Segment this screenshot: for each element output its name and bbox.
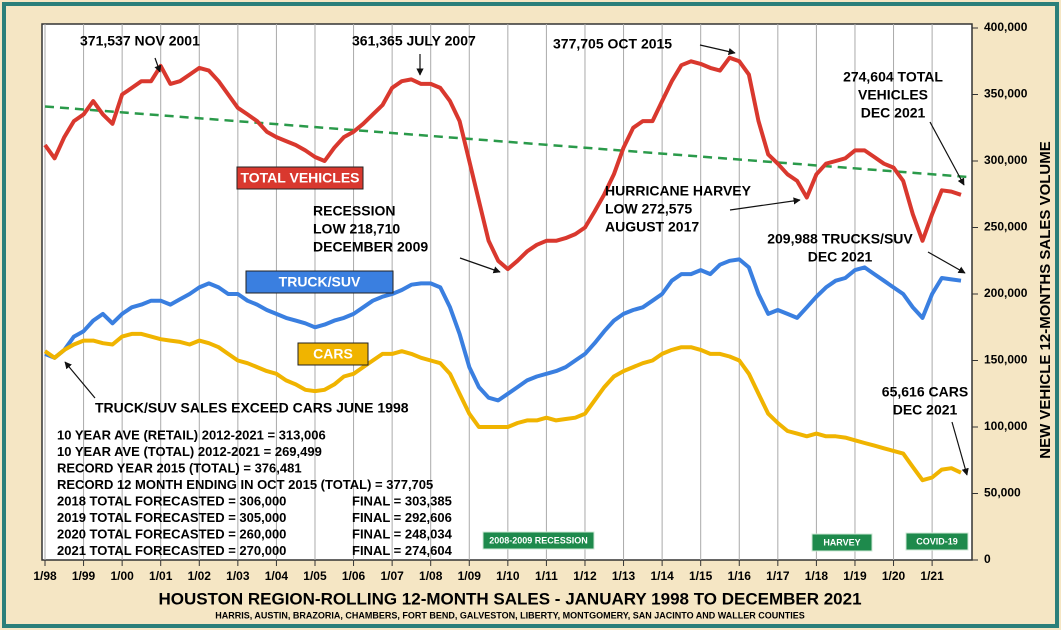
annotation: TRUCK/SUV SALES EXCEED CARS JUNE 1998 bbox=[95, 400, 409, 416]
x-tick-label: 1/16 bbox=[728, 569, 752, 583]
x-tick-label: 1/19 bbox=[843, 569, 867, 583]
legend-label: TRUCK/SUV bbox=[279, 274, 361, 290]
x-tick-label: 1/08 bbox=[419, 569, 443, 583]
event-label: COVID-19 bbox=[916, 536, 958, 546]
x-tick-label: 1/20 bbox=[882, 569, 906, 583]
annotation: 65,616 CARS bbox=[882, 384, 968, 400]
y-tick-label: 150,000 bbox=[984, 353, 1028, 367]
y-tick-label: 100,000 bbox=[984, 419, 1028, 433]
chart-subtitle: HARRIS, AUSTIN, BRAZORIA, CHAMBERS, FORT… bbox=[215, 610, 805, 620]
event-badge bbox=[905, 532, 969, 551]
annotation: 209,988 TRUCKS/SUV bbox=[767, 231, 913, 247]
note: 10 YEAR AVE (RETAIL) 2012-2021 = 313,006 bbox=[57, 427, 326, 442]
plot-area bbox=[41, 23, 973, 561]
x-tick-label: 1/18 bbox=[805, 569, 829, 583]
annotation: AUGUST 2017 bbox=[605, 219, 699, 235]
x-tick-label: 1/06 bbox=[342, 569, 366, 583]
y-axis-label: NEW VEHICLE 12-MONTHS SALES VOLUME bbox=[1037, 141, 1054, 459]
x-tick-label: 1/00 bbox=[110, 569, 134, 583]
x-tick-label: 1/05 bbox=[303, 569, 327, 583]
x-tick-label: 1/02 bbox=[188, 569, 212, 583]
annotation-arrow bbox=[929, 121, 965, 186]
x-tick-label: 1/12 bbox=[573, 569, 597, 583]
annotation-arrow bbox=[951, 421, 969, 476]
x-tick-label: 1/15 bbox=[689, 569, 713, 583]
x-tick-label: 1/98 bbox=[33, 569, 57, 583]
annotation: HURRICANE HARVEY bbox=[605, 183, 752, 199]
forecast-final: FINAL = 248,034 bbox=[352, 526, 453, 541]
forecast-final: FINAL = 292,606 bbox=[352, 510, 452, 525]
forecast: 2020 TOTAL FORECASTED = 260,000 bbox=[57, 526, 286, 541]
note: RECORD 12 MONTH ENDING IN OCT 2015 (TOTA… bbox=[57, 477, 433, 492]
x-tick-label: 1/99 bbox=[72, 569, 96, 583]
forecast-final: FINAL = 303,385 bbox=[352, 493, 452, 508]
y-tick-label: 200,000 bbox=[984, 286, 1028, 300]
annotation: DECEMBER 2009 bbox=[313, 239, 428, 255]
legend-label: TOTAL VEHICLES bbox=[240, 170, 359, 186]
annotation: LOW 218,710 bbox=[313, 221, 400, 237]
y-tick-label: 400,000 bbox=[984, 20, 1028, 34]
annotation: VEHICLES bbox=[858, 87, 928, 103]
x-tick-label: 1/01 bbox=[149, 569, 173, 583]
x-tick-label: 1/17 bbox=[766, 569, 790, 583]
annotation: 274,604 TOTAL bbox=[843, 69, 943, 85]
x-tick-label: 1/11 bbox=[535, 569, 558, 583]
forecast: 2018 TOTAL FORECASTED = 306,000 bbox=[57, 493, 286, 508]
legend-box bbox=[245, 270, 394, 294]
annotation: LOW 272,575 bbox=[605, 201, 692, 217]
forecast: 2021 TOTAL FORECASTED = 270,000 bbox=[57, 543, 286, 558]
event-label: HARVEY bbox=[823, 537, 860, 547]
y-tick-label: 250,000 bbox=[984, 220, 1028, 234]
x-tick-label: 1/09 bbox=[458, 569, 482, 583]
annotation-arrow bbox=[459, 257, 501, 274]
note: 10 YEAR AVE (TOTAL) 2012-2021 = 269,499 bbox=[57, 444, 322, 459]
x-tick-label: 1/21 bbox=[920, 569, 944, 583]
annotation: 377,705 OCT 2015 bbox=[553, 36, 672, 52]
series-line bbox=[43, 331, 962, 483]
y-tick-label: 350,000 bbox=[984, 87, 1028, 101]
annotation-arrow bbox=[699, 44, 736, 56]
event-label: 2008-2009 RECESSION bbox=[489, 535, 588, 545]
series-line bbox=[43, 55, 962, 272]
annotation: 371,537 NOV 2001 bbox=[80, 33, 200, 49]
event-badge bbox=[482, 531, 595, 550]
legend-box bbox=[236, 166, 364, 190]
x-tick-label: 1/14 bbox=[650, 569, 674, 583]
trend-line bbox=[44, 105, 968, 179]
annotation-arrow bbox=[729, 197, 801, 211]
annotation: RECESSION bbox=[313, 203, 395, 219]
y-tick-label: 300,000 bbox=[984, 153, 1028, 167]
forecast: 2019 TOTAL FORECASTED = 305,000 bbox=[57, 510, 286, 525]
y-tick-label: 50,000 bbox=[984, 486, 1021, 500]
x-tick-label: 1/03 bbox=[226, 569, 250, 583]
annotation: DEC 2021 bbox=[808, 249, 873, 265]
event-badge bbox=[811, 533, 873, 552]
annotation: 361,365 JULY 2007 bbox=[352, 33, 476, 49]
x-tick-label: 1/13 bbox=[612, 569, 636, 583]
x-tick-label: 1/07 bbox=[380, 569, 404, 583]
annotation-arrow bbox=[154, 57, 162, 73]
x-tick-label: 1/04 bbox=[265, 569, 289, 583]
x-tick-label: 1/10 bbox=[496, 569, 520, 583]
annotation-arrow bbox=[927, 251, 966, 274]
note: RECORD YEAR 2015 (TOTAL) = 376,481 bbox=[57, 460, 302, 475]
forecast-final: FINAL = 274,604 bbox=[352, 543, 453, 558]
legend-label: CARS bbox=[313, 346, 353, 362]
annotation: DEC 2021 bbox=[893, 402, 958, 418]
legend-box bbox=[297, 342, 369, 366]
y-tick-label: 0 bbox=[984, 552, 991, 566]
series-line bbox=[44, 257, 962, 403]
annotation: DEC 2021 bbox=[861, 105, 926, 121]
chart-title: HOUSTON REGION-ROLLING 12-MONTH SALES - … bbox=[158, 589, 861, 608]
annotation-arrow bbox=[64, 361, 96, 399]
